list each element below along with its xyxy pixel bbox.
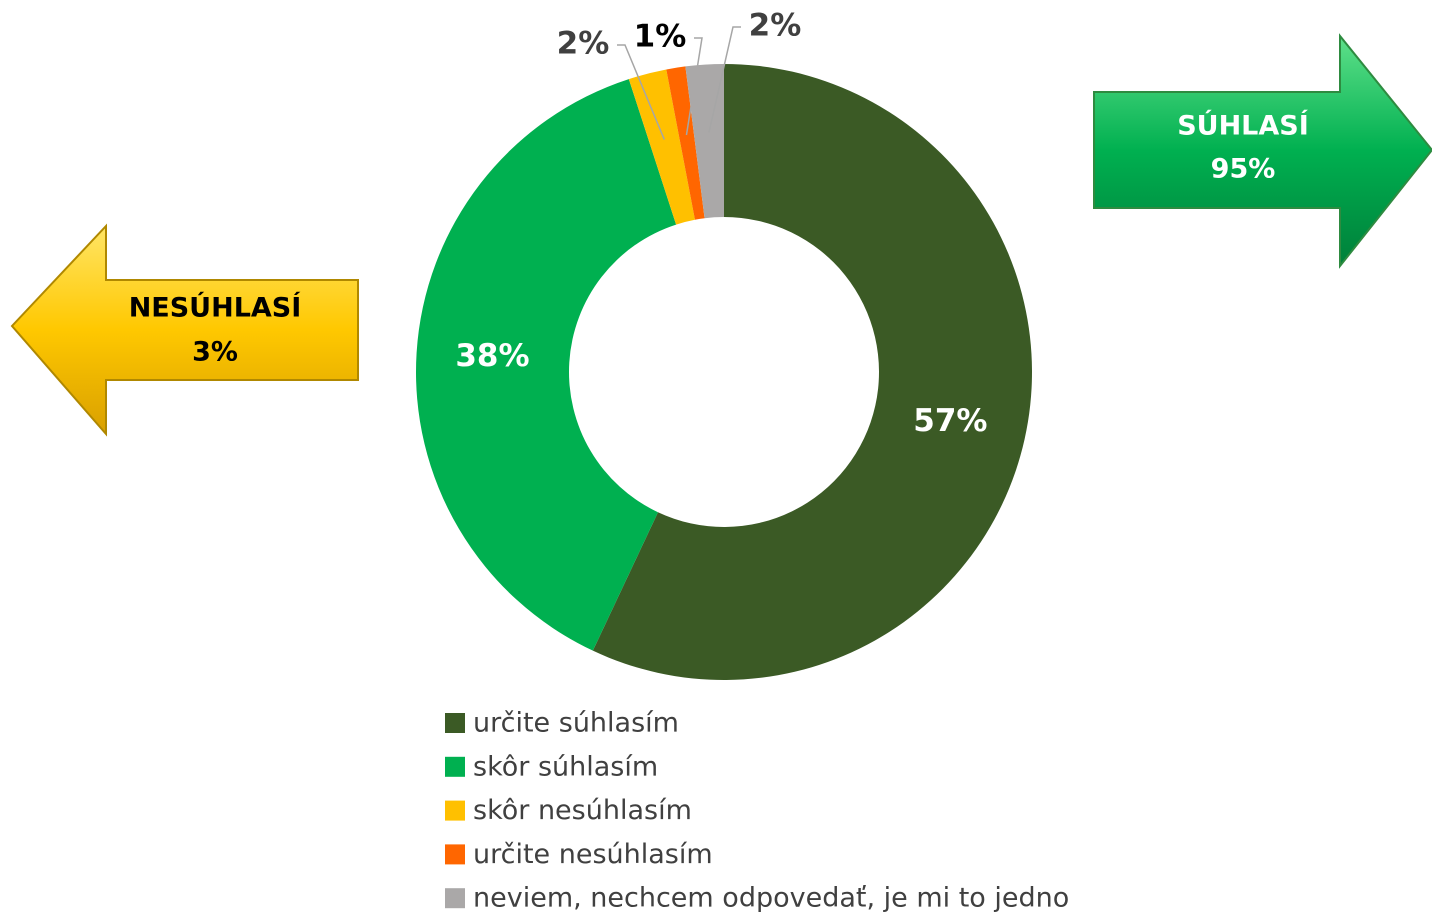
- legend-swatch: [445, 844, 465, 865]
- donut-slice: [592, 64, 1032, 680]
- legend-label: skôr súhlasím: [473, 751, 658, 782]
- annotation-text: 3%: [192, 337, 238, 368]
- annotation-text: SÚHLASÍ: [1177, 110, 1309, 142]
- data-label: 2%: [749, 8, 802, 44]
- agree-arrow: [1093, 33, 1432, 269]
- data-label: 38%: [455, 338, 529, 374]
- leader-line: [617, 44, 666, 140]
- legend-label: určite nesúhlasím: [473, 839, 713, 870]
- legend-label: skôr nesúhlasím: [473, 795, 692, 826]
- leader-line: [708, 26, 741, 133]
- legend-label: neviem, nechcem odpovedať, je mi to jedn…: [473, 883, 1069, 914]
- annotation-text: NESÚHLASÍ: [129, 292, 302, 324]
- legend-label: určite súhlasím: [473, 708, 679, 739]
- legend-swatch: [445, 713, 465, 733]
- donut-slice: [685, 64, 724, 219]
- data-label: 57%: [913, 403, 987, 439]
- donut-slice: [628, 69, 695, 225]
- donut-slice: [416, 79, 677, 651]
- disagree-arrow: [10, 223, 359, 437]
- data-label: 1%: [634, 19, 687, 55]
- legend-swatch: [445, 800, 465, 821]
- legend-swatch: [445, 756, 465, 777]
- legend-swatch: [445, 888, 465, 909]
- donut-slice: [666, 66, 705, 220]
- annotation-text: 95%: [1211, 154, 1276, 185]
- data-label: 2%: [557, 26, 610, 62]
